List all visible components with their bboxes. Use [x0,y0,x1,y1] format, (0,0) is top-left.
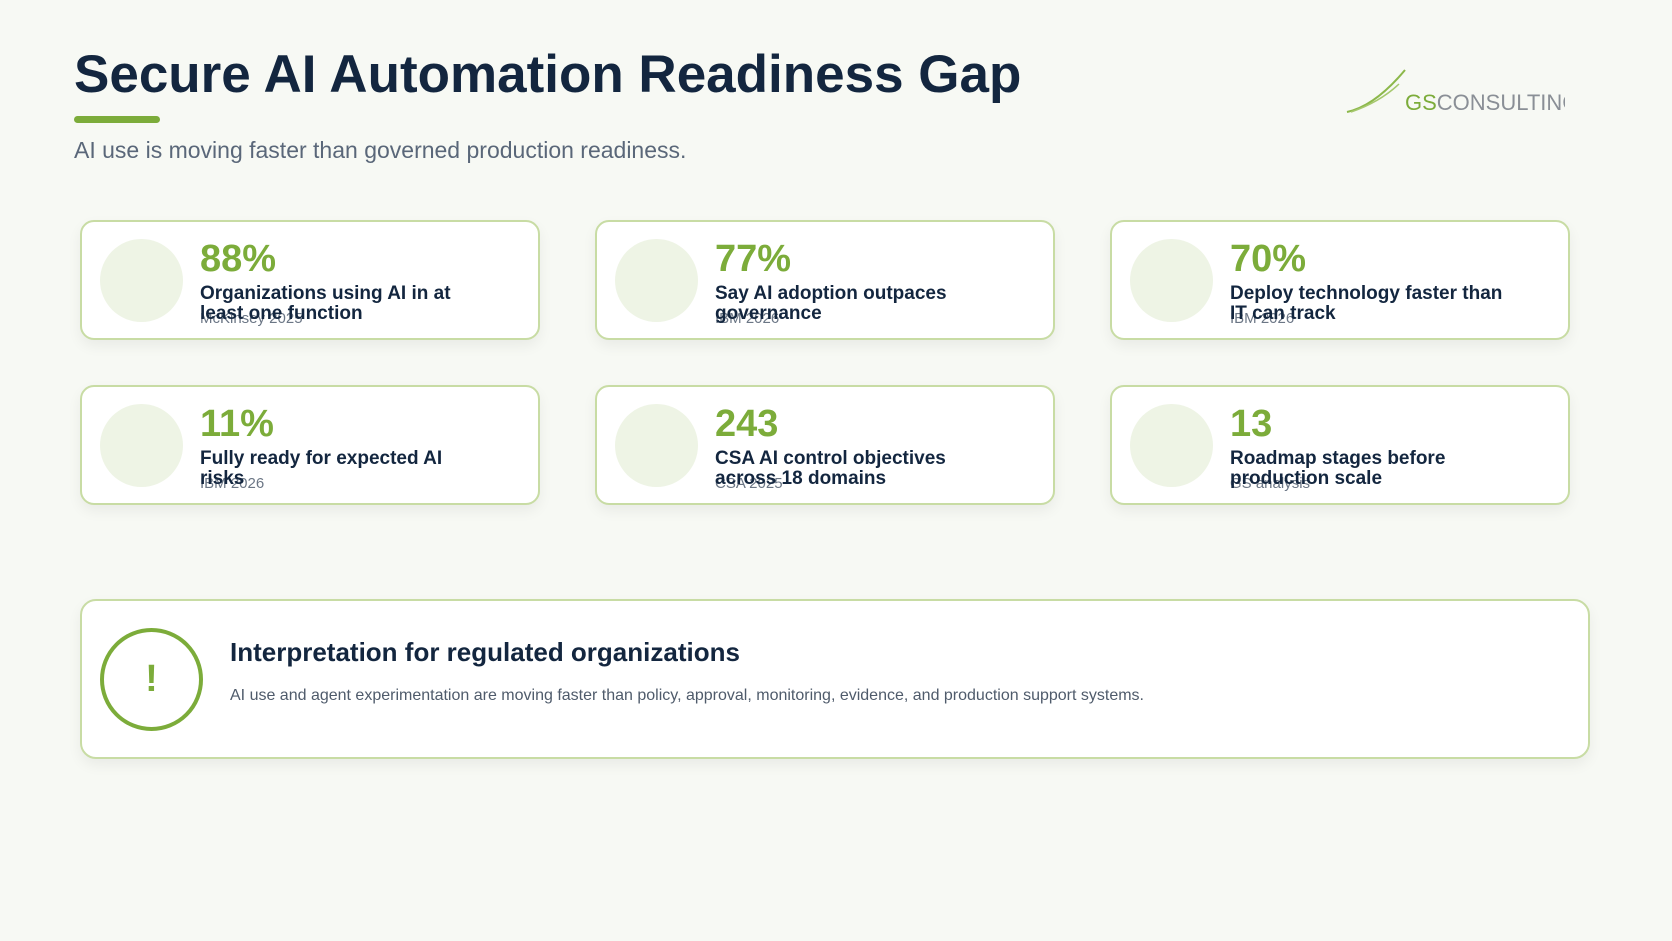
stat-label: Deploy technology faster than IT can tra… [1230,283,1503,324]
stat-icon-circle [100,404,183,487]
title: Secure AI Automation Readiness Gap [74,45,1022,104]
stat-label: Say AI adoption outpaces governance [715,283,947,324]
stat-label: Roadmap stages before production scale [1230,448,1446,489]
stat-card: 77% IBM 2026 Say AI adoption outpaces gove… [595,220,1055,340]
stat-value: 13 [1230,403,1273,445]
stat-card: 11% IBM 2026 Fully ready for expected AI r… [80,385,540,505]
stat-source: IBM 2026 [1230,310,1295,327]
stat-card: 243 CSA 2025 CSA AI control objectives acr… [595,385,1055,505]
stat-value: 243 [715,403,779,445]
stat-value: 77% [715,238,792,280]
stat-source: McKinsey 2025 [200,310,303,327]
stat-icon-circle [1130,404,1213,487]
stat-source: GS analysis [1230,475,1311,492]
title-underline [74,116,160,123]
stat-value: 11% [200,403,274,445]
stat-source: IBM 2026 [200,475,265,492]
stat-value: 88% [200,238,277,280]
logo-name: CONSULTING [1437,90,1565,115]
stat-card: 13 GS analysis Roadmap stages before produ… [1110,385,1570,505]
stat-source: CSA 2025 [715,475,783,492]
callout-title: Interpretation for regulated organizatio… [230,637,740,667]
stat-card: 88% McKinsey 2025 Organizations using AI i… [80,220,540,340]
stat-label: Organizations using AI in at least one f… [200,283,451,324]
callout-text: AI use and agent experimentation are mov… [230,687,1144,704]
stat-label: CSA AI control objectives across 18 doma… [715,448,946,489]
subtitle: AI use is moving faster than governed pr… [74,137,687,163]
stat-label: Fully ready for expected AI risks [200,448,443,489]
logo: GSCONSULTING [1346,69,1565,115]
callout: ! Interpretation for regulated organizat… [80,599,1590,759]
stat-icon-circle [100,239,183,322]
logo-text: GSCONSULTING [1405,90,1565,115]
stat-icon-circle [615,404,698,487]
stat-icon-circle [615,239,698,322]
stat-source: IBM 2026 [715,310,780,327]
stat-icon-circle [1130,239,1213,322]
stat-card: 70% IBM 2026 Deploy technology faster than… [1110,220,1570,340]
callout-icon: ! [100,628,203,731]
logo-brand: GS [1405,90,1437,115]
stat-value: 70% [1230,238,1307,280]
